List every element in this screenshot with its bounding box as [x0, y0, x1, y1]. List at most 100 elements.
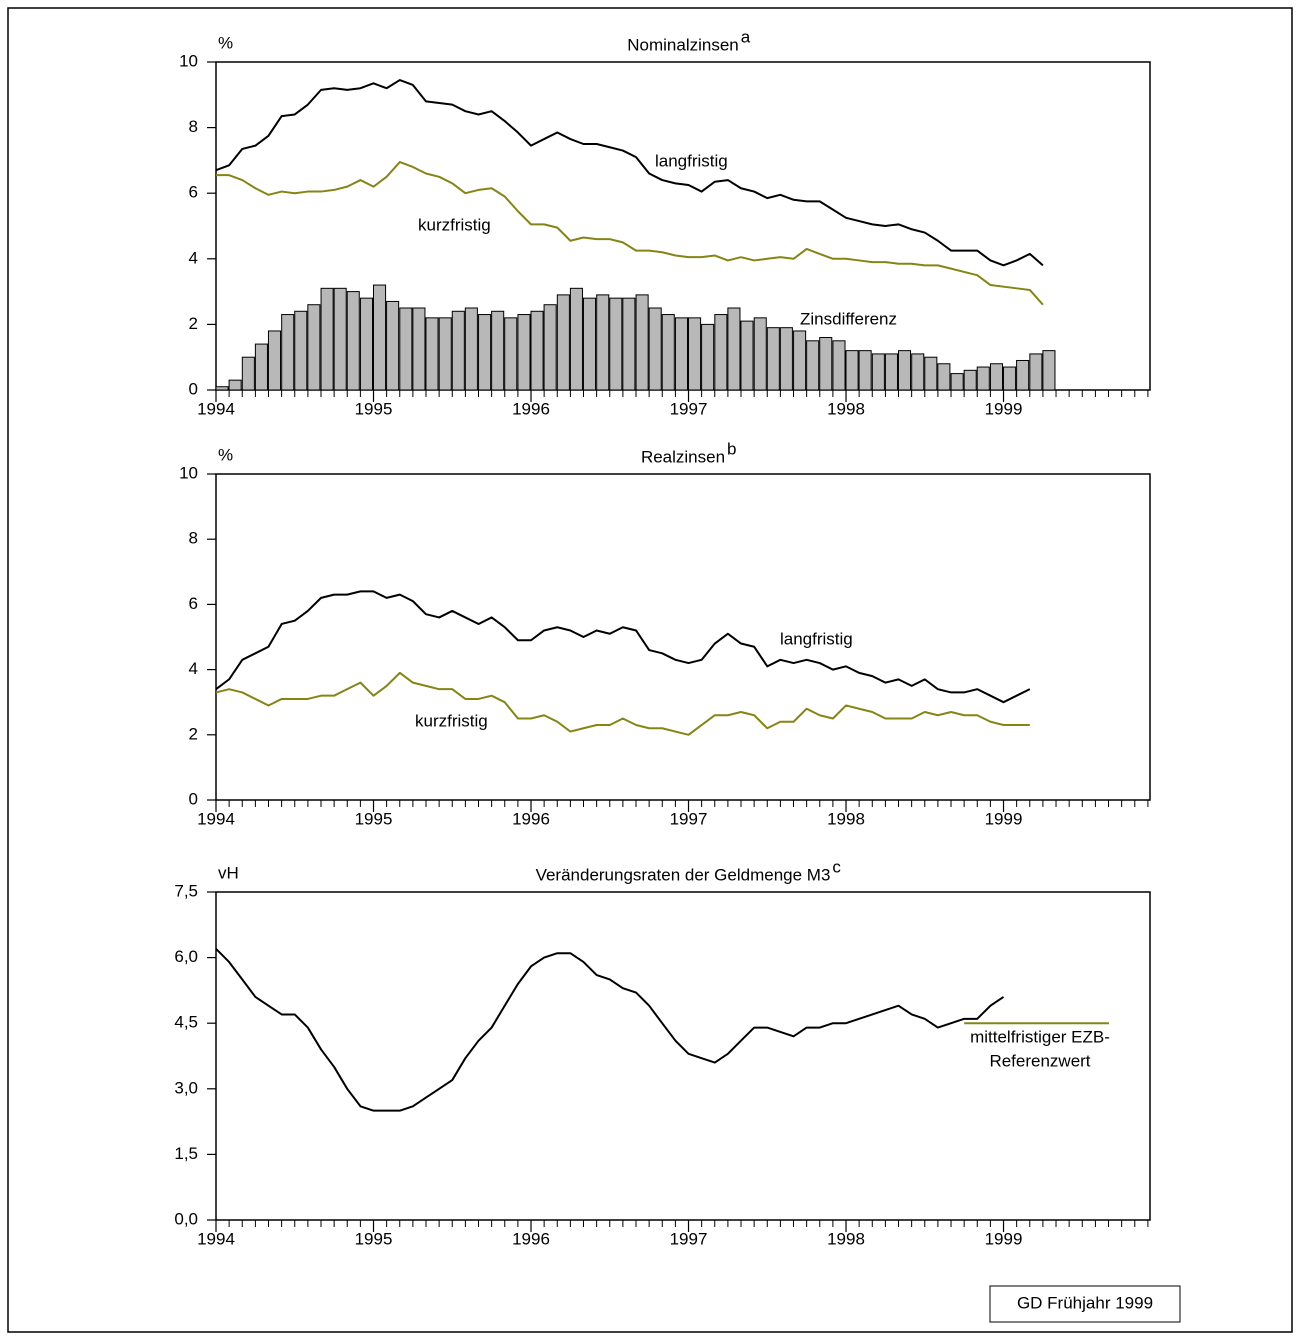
line [215, 79, 1044, 267]
bar [727, 307, 741, 391]
series-label: Zinsdifferenz [800, 309, 897, 328]
bar [779, 327, 793, 391]
bar [714, 314, 728, 391]
y-tick-label: 2 [189, 724, 198, 743]
bar [1029, 353, 1043, 391]
chart-title: Nominalzinsen [627, 35, 739, 54]
y-tick-label: 0,0 [174, 1209, 198, 1228]
plot-frame [215, 891, 1151, 1221]
bar [819, 337, 833, 391]
bar [215, 386, 229, 391]
y-tick-label: 4 [189, 248, 198, 267]
bar [937, 363, 951, 391]
series-label: langfristig [655, 151, 728, 170]
bar [412, 307, 426, 391]
bar [845, 350, 859, 391]
series-label: mittelfristiger EZB- [970, 1027, 1110, 1046]
bar [950, 373, 964, 391]
bar [989, 363, 1004, 391]
y-tick-label: 4,5 [174, 1013, 198, 1032]
x-tick-label: 1994 [197, 809, 235, 828]
title-superscript: c [832, 857, 841, 876]
title-superscript: a [741, 27, 751, 46]
x-tick-label: 1998 [827, 399, 865, 418]
bar [688, 317, 702, 391]
y-tick-label: 10 [179, 51, 198, 70]
chart-title: Veränderungsraten der Geldmenge M3 [536, 865, 831, 884]
bar [228, 379, 242, 391]
bar [753, 317, 767, 391]
bar [517, 314, 531, 391]
bar [543, 304, 557, 391]
bar [281, 314, 295, 391]
bar [569, 287, 583, 391]
bar [832, 340, 846, 391]
bar [386, 300, 400, 391]
bar [648, 307, 662, 391]
bar [596, 294, 610, 391]
bar [609, 297, 623, 391]
bar [963, 369, 977, 391]
bar [897, 350, 912, 391]
y-tick-label: 0 [189, 379, 198, 398]
x-tick-label: 1994 [197, 399, 235, 418]
bar [793, 330, 807, 391]
bar [399, 307, 413, 391]
y-tick-label: 8 [189, 117, 198, 136]
line [215, 671, 1030, 736]
y-tick-label: 4 [189, 659, 198, 678]
y-tick-label: 6,0 [174, 947, 198, 966]
bar [674, 317, 689, 391]
x-tick-label: 1997 [670, 809, 708, 828]
x-tick-label: 1998 [827, 1229, 865, 1248]
bar [504, 317, 518, 391]
y-tick-label: 7,5 [174, 881, 198, 900]
y-unit: vH [218, 863, 239, 882]
bar [1003, 366, 1017, 391]
bar [582, 297, 597, 391]
bar [622, 297, 636, 391]
bar [320, 287, 334, 391]
bar [464, 307, 478, 391]
bar [241, 356, 255, 391]
y-tick-label: 6 [189, 183, 198, 202]
series-label: kurzfristig [415, 711, 488, 730]
footer: GD Frühjahr 1999 [1017, 1293, 1153, 1312]
bar [701, 323, 715, 391]
bar [766, 327, 780, 391]
footer-box [989, 1285, 1181, 1323]
x-tick-label: 1996 [512, 399, 550, 418]
y-tick-label: 0 [189, 789, 198, 808]
bar [635, 294, 649, 391]
line [215, 590, 1031, 704]
bar [359, 297, 374, 391]
bar [451, 310, 465, 391]
x-tick-label: 1996 [512, 809, 550, 828]
bar [924, 356, 938, 391]
x-tick-label: 1995 [355, 399, 393, 418]
x-tick-label: 1995 [355, 809, 393, 828]
outer-frame [7, 7, 1293, 1333]
bar [373, 284, 387, 391]
bar [478, 314, 492, 391]
chart-title: Realzinsen [641, 447, 725, 466]
plot-frame [215, 473, 1151, 801]
bar [806, 340, 820, 391]
x-tick-label: 1994 [197, 1229, 235, 1248]
bar [740, 320, 754, 391]
y-tick-label: 10 [179, 463, 198, 482]
bar [858, 350, 872, 391]
line [215, 948, 1005, 1112]
x-tick-label: 1997 [670, 399, 708, 418]
y-unit: % [218, 445, 233, 464]
x-tick-label: 1999 [985, 1229, 1023, 1248]
bar [911, 353, 925, 391]
bar [556, 294, 570, 391]
bar [884, 353, 898, 391]
x-tick-label: 1995 [355, 1229, 393, 1248]
x-tick-label: 1998 [827, 809, 865, 828]
series-label: langfristig [780, 629, 853, 648]
y-tick-label: 8 [189, 529, 198, 548]
line [216, 161, 1044, 306]
